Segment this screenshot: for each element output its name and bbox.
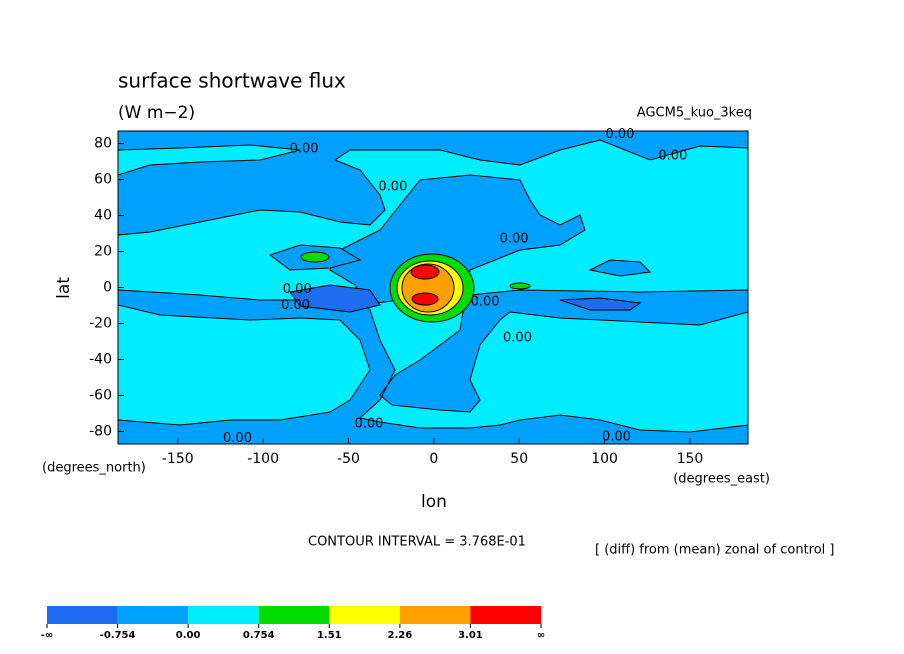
- contour-interval: CONTOUR INTERVAL = 3.768E-01: [308, 535, 526, 550]
- x-tick-label: 0: [429, 451, 438, 467]
- colorbar-swatch: [399, 606, 471, 624]
- y-axis-label: lat: [54, 277, 74, 299]
- x-tick-label: -50: [337, 451, 360, 467]
- x-tick-label: 100: [591, 451, 618, 467]
- y-units: (degrees_north): [42, 461, 146, 476]
- contour-field: [118, 131, 748, 444]
- colorbar-label: 0.00: [176, 630, 201, 641]
- x-axis-label: lon: [421, 492, 447, 512]
- annotation: AGCM5_kuo_3keq: [637, 106, 752, 121]
- colorbar-swatch: [117, 606, 189, 624]
- colorbar-swatch: [329, 606, 400, 624]
- colorbar-label: 3.01: [458, 630, 483, 641]
- y-tick-label: -40: [89, 351, 112, 367]
- y-tick-label: -60: [89, 387, 112, 403]
- contour-label: 0.00: [471, 294, 500, 309]
- y-tick-label: 80: [94, 136, 112, 152]
- colorbar-label: 0.754: [243, 630, 275, 641]
- description: [ (diff) from (mean) zonal of control ]: [595, 543, 834, 558]
- contour-label: 0.00: [281, 298, 310, 313]
- y-tick-label: 40: [94, 208, 112, 224]
- contour-label: 0.00: [503, 330, 532, 345]
- colorbar-label: ∞: [537, 630, 545, 641]
- y-tick-label: 60: [94, 172, 112, 188]
- contour-label: 0.00: [283, 282, 312, 297]
- y-tick-label: -20: [89, 315, 112, 331]
- x-tick-label: 150: [677, 451, 704, 467]
- colorbar-swatch: [188, 606, 259, 624]
- contour-label: 0.00: [223, 431, 252, 446]
- x-tick-label: -100: [247, 451, 279, 467]
- colorbar-label: -0.754: [100, 630, 136, 641]
- y-tick-label: 20: [94, 244, 112, 260]
- x-units: (degrees_east): [673, 472, 770, 487]
- contour-label: 0.00: [290, 141, 319, 156]
- subtitle: (W m−2): [118, 103, 195, 123]
- colorbar-swatch: [470, 606, 541, 624]
- contour-label: 0.00: [658, 149, 687, 164]
- colorbar-swatch: [258, 606, 330, 624]
- colorbar-label: 2.26: [388, 630, 413, 641]
- contour-label: 0.00: [602, 429, 631, 444]
- colorbar-swatch: [47, 606, 118, 624]
- contour-label: 0.00: [605, 127, 634, 142]
- y-tick-label: -80: [89, 423, 112, 439]
- colorbar-label: 1.51: [317, 630, 342, 641]
- colorbar-label: -∞: [41, 630, 53, 641]
- x-tick-label: 50: [510, 451, 528, 467]
- y-tick-label: 0: [103, 280, 112, 296]
- contour-label: 0.00: [500, 231, 529, 246]
- x-tick-label: -150: [162, 451, 194, 467]
- contour-label: 0.00: [354, 417, 383, 432]
- chart-title: surface shortwave flux: [118, 69, 346, 93]
- contour-label: 0.00: [378, 179, 407, 194]
